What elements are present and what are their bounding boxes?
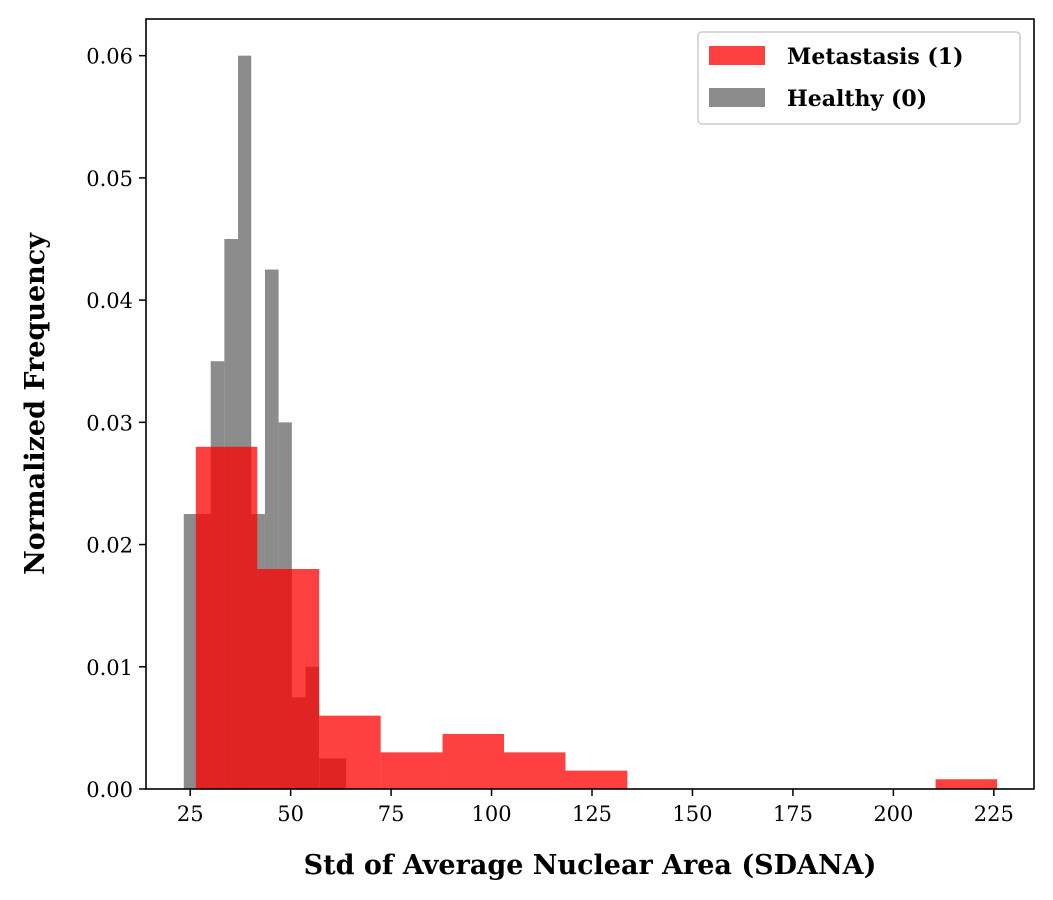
legend-label-healthy: Healthy (0) — [787, 86, 927, 112]
metastasis-bar — [380, 752, 443, 789]
metastasis-series — [195, 446, 998, 789]
y-tick-label: 0.03 — [86, 411, 133, 435]
metastasis-bar — [257, 569, 320, 789]
x-tick-label: 225 — [974, 802, 1014, 826]
x-tick-label: 150 — [672, 802, 712, 826]
legend-label-metastasis: Metastasis (1) — [787, 44, 963, 70]
x-tick-label: 25 — [177, 802, 204, 826]
metastasis-bar — [195, 446, 258, 789]
x-tick-label: 125 — [572, 802, 612, 826]
healthy-bar — [183, 514, 198, 789]
plot-frame — [145, 18, 1035, 790]
metastasis-bar — [319, 715, 381, 789]
y-tick-label: 0.06 — [86, 45, 133, 69]
x-tick-label: 175 — [773, 802, 813, 826]
x-tick-label: 100 — [472, 802, 512, 826]
x-tick-label: 75 — [378, 802, 405, 826]
x-axis-title: Std of Average Nuclear Area (SDANA) — [304, 850, 877, 881]
x-tick-label: 50 — [277, 802, 304, 826]
y-axis-title: Normalized Frequency — [20, 232, 51, 575]
y-tick-label: 0.01 — [86, 656, 133, 680]
legend-swatch-metastasis — [709, 46, 765, 65]
legend-box — [697, 31, 1021, 125]
metastasis-bar — [935, 779, 998, 789]
legend-swatch-healthy — [709, 88, 765, 107]
y-tick-label: 0.05 — [86, 167, 133, 191]
legend: Metastasis (1) Healthy (0) — [697, 31, 1021, 125]
metastasis-bar — [565, 770, 628, 789]
metastasis-bar — [504, 752, 566, 789]
x-tick-label: 200 — [873, 802, 913, 826]
y-tick-label: 0.02 — [86, 534, 133, 558]
metastasis-bar — [442, 734, 505, 789]
x-axis: 25 50 75 100 125 150 175 200 225 — [177, 789, 1014, 826]
y-axis: 0.00 0.01 0.02 0.03 0.04 0.05 0.06 — [86, 45, 146, 802]
y-tick-label: 0.00 — [86, 778, 133, 802]
y-tick-label: 0.04 — [86, 289, 133, 313]
